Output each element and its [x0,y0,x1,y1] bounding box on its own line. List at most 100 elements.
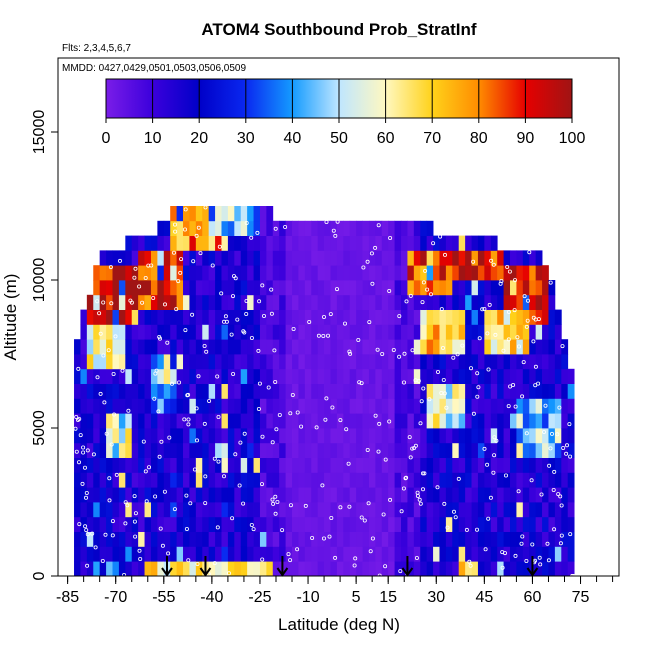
heatmap-cell [413,457,421,473]
heatmap-cell [452,354,460,370]
sample-point [567,422,572,427]
heatmap-cell [176,546,184,562]
heatmap-cell [285,383,293,399]
heatmap-cell [394,561,402,577]
heatmap-cell [439,324,447,340]
heatmap-cell [529,294,537,310]
heatmap-cell [510,294,517,310]
heatmap-cell [535,442,543,458]
heatmap-cell [458,457,466,473]
heatmap-cell [138,546,145,562]
heatmap-cell [529,250,537,266]
heatmap-cell [208,413,216,429]
heatmap-cell [522,487,530,503]
heatmap-cell [542,561,549,577]
heatmap-cell [138,442,145,458]
heatmap-cell [317,428,325,444]
heatmap-cell [74,383,81,399]
sample-point [421,280,426,285]
heatmap-cell [202,280,210,296]
heatmap-cell [163,220,171,236]
heatmap-cell [426,531,434,547]
heatmap-cell [433,502,440,518]
heatmap-cell [266,516,274,532]
heatmap-cell [215,516,222,532]
heatmap-cell [548,561,556,577]
sample-point [186,422,191,427]
sample-point [519,541,524,546]
sample-point [226,571,231,576]
heatmap-cell [93,516,101,532]
heatmap-cell [311,294,319,310]
heatmap-cell [401,280,408,296]
heatmap-cell [304,383,312,399]
heatmap-cell [195,502,203,518]
heatmap-cell [247,487,254,503]
sample-point [451,355,456,360]
heatmap-cell [106,280,113,296]
heatmap-cell [330,502,338,518]
heatmap-cell [74,472,81,488]
heatmap-cell [157,383,165,399]
heatmap-cell [150,457,158,473]
heatmap-cell [247,354,254,370]
sample-point [157,454,162,459]
heatmap-cell [298,531,306,547]
sample-point [524,431,529,436]
heatmap-cell [125,280,133,296]
heatmap-cell [272,280,280,296]
heatmap-cell [471,413,479,429]
sample-point [83,465,88,470]
heatmap-cell [516,531,524,547]
heatmap-cell [349,561,357,577]
heatmap-cell [324,561,331,577]
heatmap-cell [189,502,197,518]
heatmap-cell [80,516,88,532]
heatmap-cell [510,428,517,444]
heatmap-cell [510,368,517,384]
sample-point [401,380,406,385]
heatmap-cell [375,413,383,429]
heatmap-cell [497,487,504,503]
heatmap-cell [336,531,344,547]
heatmap-cell [234,457,242,473]
heatmap-cell [266,339,274,355]
sample-point [291,326,296,331]
heatmap-cell [118,265,126,281]
heatmap-cell [138,324,145,340]
heatmap-cell [394,531,402,547]
heatmap-cell [215,324,222,340]
heatmap-cell [561,457,569,473]
heatmap-cell [215,294,222,310]
sample-point [494,438,499,443]
heatmap-cell [388,546,395,562]
heatmap-cell [394,472,402,488]
sample-point [559,533,564,538]
heatmap-cell [163,516,171,532]
heatmap-cell [195,294,203,310]
heatmap-cell [349,502,357,518]
sample-point [491,470,496,475]
sample-point [126,408,131,413]
sample-point [95,375,100,380]
sample-point [231,371,236,376]
heatmap-cell [253,398,261,414]
heatmap-cell [298,487,306,503]
heatmap-cell [189,546,197,562]
sample-point [428,292,433,297]
heatmap-cell [170,561,178,577]
heatmap-cell [362,265,370,281]
heatmap-cell [458,280,466,296]
heatmap-cell [138,413,145,429]
heatmap-cell [375,294,383,310]
heatmap-cell [388,339,395,355]
sample-point [539,492,544,497]
heatmap-cell [375,516,383,532]
heatmap-cell [292,383,299,399]
heatmap-cell [215,398,222,414]
heatmap-cell [510,546,517,562]
heatmap-cell [259,280,267,296]
heatmap-cell [458,428,466,444]
heatmap-cell [368,265,376,281]
heatmap-cell [234,413,242,429]
